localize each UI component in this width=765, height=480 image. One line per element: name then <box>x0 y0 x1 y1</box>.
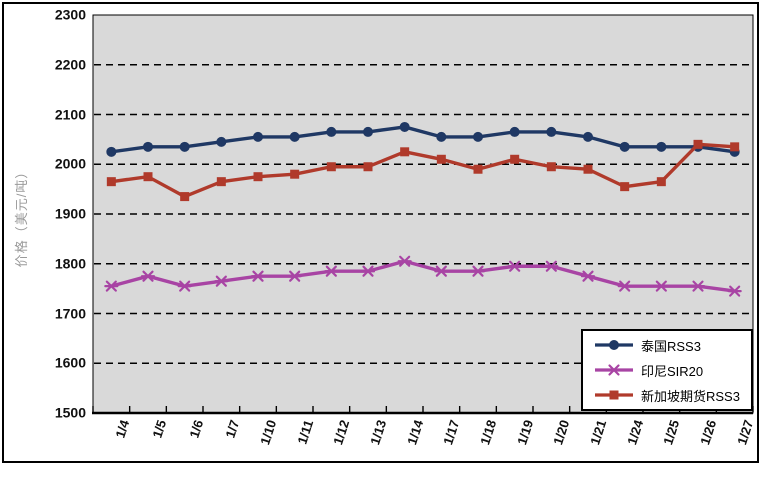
series-marker-square-icon <box>290 169 300 179</box>
series-marker-circle-icon <box>583 131 593 142</box>
series-marker-x-icon <box>580 270 596 282</box>
series-marker-square-icon <box>363 162 373 172</box>
series-marker-square-icon <box>583 164 593 174</box>
series-marker-x-icon <box>434 265 449 277</box>
series-marker-x-icon <box>606 364 622 376</box>
legend-marker-icon <box>595 364 633 376</box>
series-marker-square-icon <box>609 390 619 400</box>
y-tick-label: 1700 <box>54 305 86 322</box>
series-marker-square-icon <box>180 192 190 202</box>
legend-item: 印尼SIR20 <box>593 358 751 383</box>
series-marker-x-icon <box>250 270 266 282</box>
y-tick-label: 1600 <box>54 354 86 371</box>
series-marker-x-icon <box>690 280 706 292</box>
series-marker-x-icon <box>507 260 522 272</box>
series-marker-square-icon <box>143 172 153 182</box>
y-tick-label: 2100 <box>54 106 86 123</box>
series-marker-circle-icon <box>326 126 337 137</box>
series-marker-x-icon <box>104 280 119 292</box>
series-marker-circle-icon <box>509 126 520 137</box>
series-marker-x-icon <box>544 260 559 272</box>
series-marker-x-icon <box>654 280 669 292</box>
series-marker-square-icon <box>620 182 630 192</box>
series-marker-circle-icon <box>216 136 227 147</box>
series-line-新加坡期货RSS3 <box>111 142 735 199</box>
series-marker-square-icon <box>546 162 556 172</box>
series-marker-square-icon <box>436 154 446 164</box>
series-marker-square-icon <box>730 142 740 152</box>
series-marker-circle-icon <box>436 131 447 142</box>
series-marker-square-icon <box>253 172 263 182</box>
series-marker-x-icon <box>360 265 376 277</box>
series-marker-circle-icon <box>546 126 557 137</box>
series-marker-circle-icon <box>179 141 190 152</box>
y-axis-title: 价格（美元/吨） <box>14 164 29 268</box>
legend-label: 泰国RSS3 <box>641 338 701 354</box>
series-marker-square-icon <box>106 177 116 187</box>
legend: 泰国RSS3 印尼SIR20 新加坡期货RSS3 <box>581 329 753 411</box>
y-tick-label: 1800 <box>54 255 86 272</box>
series-marker-square-icon <box>656 177 666 187</box>
series-marker-x-icon <box>214 275 229 287</box>
series-marker-circle-icon <box>473 131 483 142</box>
y-tick-label: 2300 <box>54 6 86 23</box>
legend-label: 印尼SIR20 <box>641 363 704 379</box>
legend-item: 泰国RSS3 <box>593 333 751 358</box>
legend-marker-icon <box>595 340 633 350</box>
y-tick-label: 1500 <box>54 404 86 421</box>
y-tick-label: 2000 <box>54 155 86 172</box>
series-marker-circle-icon <box>363 126 373 137</box>
series-marker-circle-icon <box>609 340 619 350</box>
series-line-泰国RSS3 <box>111 125 735 154</box>
series-marker-x-icon <box>727 285 742 297</box>
series-marker-circle-icon <box>619 141 630 152</box>
series-marker-circle-icon <box>253 131 263 142</box>
series-marker-circle-icon <box>106 146 117 157</box>
series-marker-circle-icon <box>289 131 300 142</box>
series-marker-square-icon <box>693 139 703 149</box>
series-marker-square-icon <box>510 154 520 164</box>
series-marker-x-icon <box>140 270 156 282</box>
series-marker-circle-icon <box>399 121 410 132</box>
series-marker-square-icon <box>400 147 410 157</box>
legend-item: 新加坡期货RSS3 <box>593 383 751 408</box>
series-marker-x-icon <box>324 265 339 277</box>
series-marker-x-icon <box>470 265 486 277</box>
series-marker-x-icon <box>397 255 412 267</box>
legend-marker-icon <box>595 390 633 400</box>
series-marker-x-icon <box>287 270 302 282</box>
series-marker-circle-icon <box>143 141 153 152</box>
y-tick-label: 2200 <box>54 56 86 73</box>
series-marker-x-icon <box>617 280 632 292</box>
series-marker-square-icon <box>216 177 226 187</box>
series-marker-circle-icon <box>656 141 667 152</box>
series-marker-square-icon <box>473 164 483 174</box>
series-marker-square-icon <box>326 162 336 172</box>
legend-label: 新加坡期货RSS3 <box>641 388 740 404</box>
series-marker-x-icon <box>177 280 192 292</box>
y-tick-label: 1900 <box>54 205 86 222</box>
